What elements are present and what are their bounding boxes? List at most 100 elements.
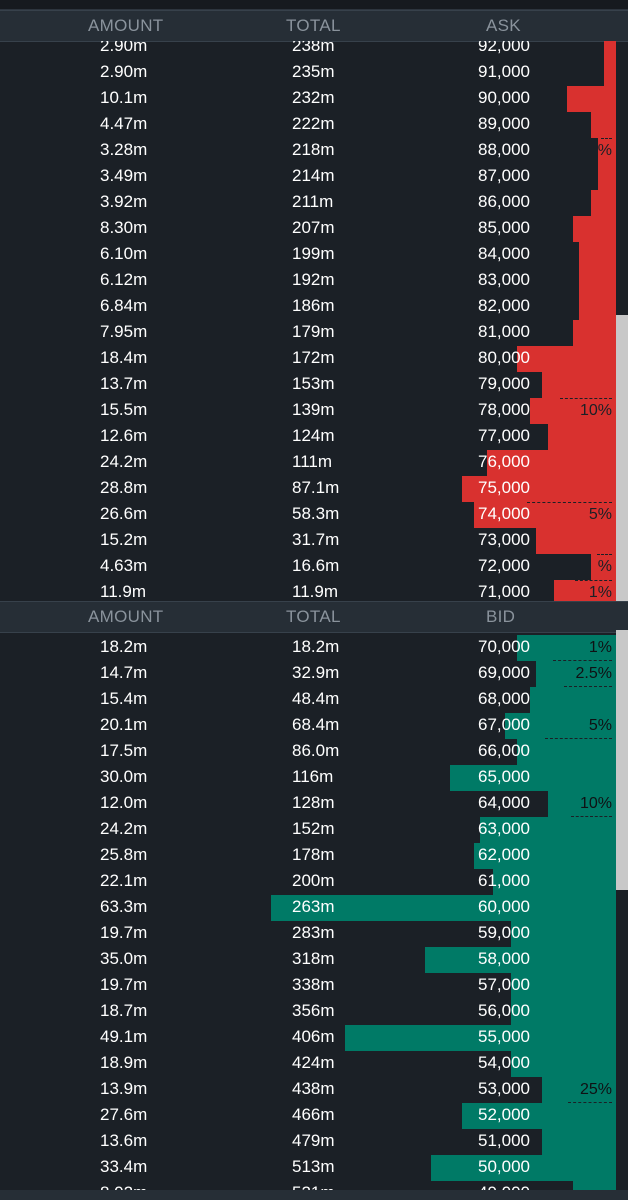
- ask-order-row[interactable]: 12.6m 124m 77,000: [0, 424, 628, 450]
- ask-price-cell: 82,000: [478, 296, 530, 315]
- bid-order-row[interactable]: 13.9m 438m 53,000 25%: [0, 1077, 628, 1103]
- bid-amount-cell: 14.7m: [100, 663, 148, 682]
- bid-amount-cell: 18.7m: [100, 1001, 148, 1020]
- bid-price-cell: 64,000: [478, 793, 530, 812]
- bid-order-row[interactable]: 20.1m 68.4m 67,000 5%: [0, 713, 628, 739]
- bid-order-row[interactable]: 13.6m 479m 51,000: [0, 1129, 628, 1155]
- ask-order-row[interactable]: 11.9m 11.9m 71,000 1%: [0, 580, 628, 601]
- bid-order-row[interactable]: 15.4m 48.4m 68,000: [0, 687, 628, 713]
- bid-price-cell: 67,000: [478, 715, 530, 734]
- ask-total-cell: 16.6m: [292, 556, 340, 575]
- bid-depth-bar: [480, 817, 616, 843]
- bid-order-row[interactable]: 14.7m 32.9m 69,000 2.5%: [0, 661, 628, 687]
- ask-amount-cell: 3.92m: [100, 192, 148, 211]
- bid-amount-cell: 27.6m: [100, 1105, 148, 1124]
- bid-price-cell: 59,000: [478, 923, 530, 942]
- bid-total-cell: 18.2m: [292, 637, 340, 656]
- ask-order-row[interactable]: 24.2m 111m 76,000: [0, 450, 628, 476]
- bid-price-cell: 70,000: [478, 637, 530, 656]
- ask-order-row[interactable]: 4.63m 16.6m 72,000%: [0, 554, 628, 580]
- ask-order-row[interactable]: 3.49m 214m 87,000: [0, 164, 628, 190]
- ask-amount-cell: 12.6m: [100, 426, 148, 445]
- bid-amount-cell: 8.02m: [100, 1183, 147, 1190]
- bid-scrollbar[interactable]: [616, 630, 628, 890]
- bid-order-row[interactable]: 18.9m 424m 54,000: [0, 1051, 628, 1077]
- ask-order-row[interactable]: 28.8m 87.1m 75,000: [0, 476, 628, 502]
- ask-price-cell: 75,000: [478, 478, 530, 497]
- ask-order-row[interactable]: 10.1m 232m 90,000: [0, 86, 628, 112]
- bid-order-row[interactable]: 30.0m 116m 65,000: [0, 765, 628, 791]
- bid-total-cell: 356m: [292, 1001, 335, 1020]
- bid-total-cell: 128m: [292, 793, 335, 812]
- ask-price-cell: 79,000: [478, 374, 530, 393]
- ask-depth-bar: [604, 41, 616, 60]
- bid-depth-bar: [542, 1077, 616, 1103]
- bid-order-row[interactable]: 8.02m 521m 49,000: [0, 1181, 628, 1190]
- bid-order-row[interactable]: 18.7m 356m 56,000: [0, 999, 628, 1025]
- bid-order-row[interactable]: 24.2m 152m 63,000: [0, 817, 628, 843]
- ask-price-cell: 74,000: [478, 504, 530, 523]
- ask-depth-bar: [579, 294, 616, 320]
- ask-total-cell: 153m: [292, 374, 335, 393]
- bid-amount-cell: 24.2m: [100, 819, 148, 838]
- ask-order-row[interactable]: 2.90m 235m 91,000: [0, 60, 628, 86]
- ask-order-row[interactable]: 18.4m 172m 80,000: [0, 346, 628, 372]
- ask-order-row[interactable]: 6.12m 192m 83,000: [0, 268, 628, 294]
- ask-order-row[interactable]: 8.30m 207m 85,000: [0, 216, 628, 242]
- ask-order-row[interactable]: 7.95m 179m 81,000: [0, 320, 628, 346]
- bid-price-cell: 68,000: [478, 689, 530, 708]
- bid-order-row[interactable]: 18.2m 18.2m 70,000 1%: [0, 635, 628, 661]
- ask-price-cell: 83,000: [478, 270, 530, 289]
- ask-order-list[interactable]: 2.90m 238m 92,000 2.90m 235m 91,000 10.1m 232m 9…: [0, 41, 628, 601]
- bid-order-row[interactable]: 19.7m 338m 57,000: [0, 973, 628, 999]
- bid-total-cell: 424m: [292, 1053, 335, 1072]
- ask-order-row[interactable]: 3.92m 211m 86,000: [0, 190, 628, 216]
- bid-order-row[interactable]: 63.3m 263m 60,000: [0, 895, 628, 921]
- bid-total-cell: 68.4m: [292, 715, 340, 734]
- ask-scrollbar[interactable]: [616, 315, 628, 601]
- bid-total-cell: 178m: [292, 845, 335, 864]
- bid-order-row[interactable]: 27.6m 466m 52,000: [0, 1103, 628, 1129]
- ask-order-row[interactable]: 4.47m 222m 89,000: [0, 112, 628, 138]
- ask-price-cell: 85,000: [478, 218, 530, 237]
- ask-order-row[interactable]: 26.6m 58.3m 74,000 5%: [0, 502, 628, 528]
- ask-order-row[interactable]: 3.28m 218m 88,000%: [0, 138, 628, 164]
- bid-depth-bar: [462, 1103, 616, 1129]
- ask-order-row[interactable]: 6.84m 186m 82,000: [0, 294, 628, 320]
- bid-order-row[interactable]: 19.7m 283m 59,000: [0, 921, 628, 947]
- ask-price-cell: 77,000: [478, 426, 530, 445]
- bid-depth-bar: [511, 973, 616, 999]
- ask-total-cell: 238m: [292, 41, 335, 55]
- bid-amount-cell: 15.4m: [100, 689, 148, 708]
- bid-order-row[interactable]: 12.0m 128m 64,000 10%: [0, 791, 628, 817]
- bid-order-row[interactable]: 22.1m 200m 61,000: [0, 869, 628, 895]
- bid-depth-bar: [511, 921, 616, 947]
- ask-order-row[interactable]: 6.10m 199m 84,000: [0, 242, 628, 268]
- ask-total-cell: 235m: [292, 62, 335, 81]
- bid-total-cell: 406m: [292, 1027, 335, 1046]
- ask-price-cell: 84,000: [478, 244, 530, 263]
- bid-order-row[interactable]: 17.5m 86.0m 66,000: [0, 739, 628, 765]
- ask-order-row[interactable]: 15.5m 139m 78,000 10%: [0, 398, 628, 424]
- ask-order-row[interactable]: 2.90m 238m 92,000: [0, 41, 628, 60]
- ask-order-row[interactable]: 13.7m 153m 79,000: [0, 372, 628, 398]
- bid-amount-cell: 22.1m: [100, 871, 148, 890]
- bid-order-row[interactable]: 49.1m 406m 55,000: [0, 1025, 628, 1051]
- bid-order-list[interactable]: 18.2m 18.2m 70,000 1% 14.7m 32.9m 69,000 2.5% 15…: [0, 630, 628, 1190]
- ask-amount-cell: 3.49m: [100, 166, 148, 185]
- bid-amount-cell: 13.6m: [100, 1131, 148, 1150]
- bid-header-amount: AMOUNT: [88, 607, 164, 626]
- bid-order-row[interactable]: 25.8m 178m 62,000: [0, 843, 628, 869]
- bid-price-cell: 62,000: [478, 845, 530, 864]
- ask-price-cell: 73,000: [478, 530, 530, 549]
- ask-price-cell: 80,000: [478, 348, 530, 367]
- ask-depth-bar: [591, 190, 616, 216]
- ask-price-cell: 92,000: [478, 41, 530, 55]
- ask-order-row[interactable]: 15.2m 31.7m 73,000: [0, 528, 628, 554]
- ask-depth-bar: [554, 580, 616, 601]
- bid-order-row[interactable]: 33.4m 513m 50,000: [0, 1155, 628, 1181]
- bid-order-row[interactable]: 35.0m 318m 58,000: [0, 947, 628, 973]
- ask-price-cell: 72,000: [478, 556, 530, 575]
- ask-amount-cell: 10.1m: [100, 88, 148, 107]
- ask-total-cell: 124m: [292, 426, 335, 445]
